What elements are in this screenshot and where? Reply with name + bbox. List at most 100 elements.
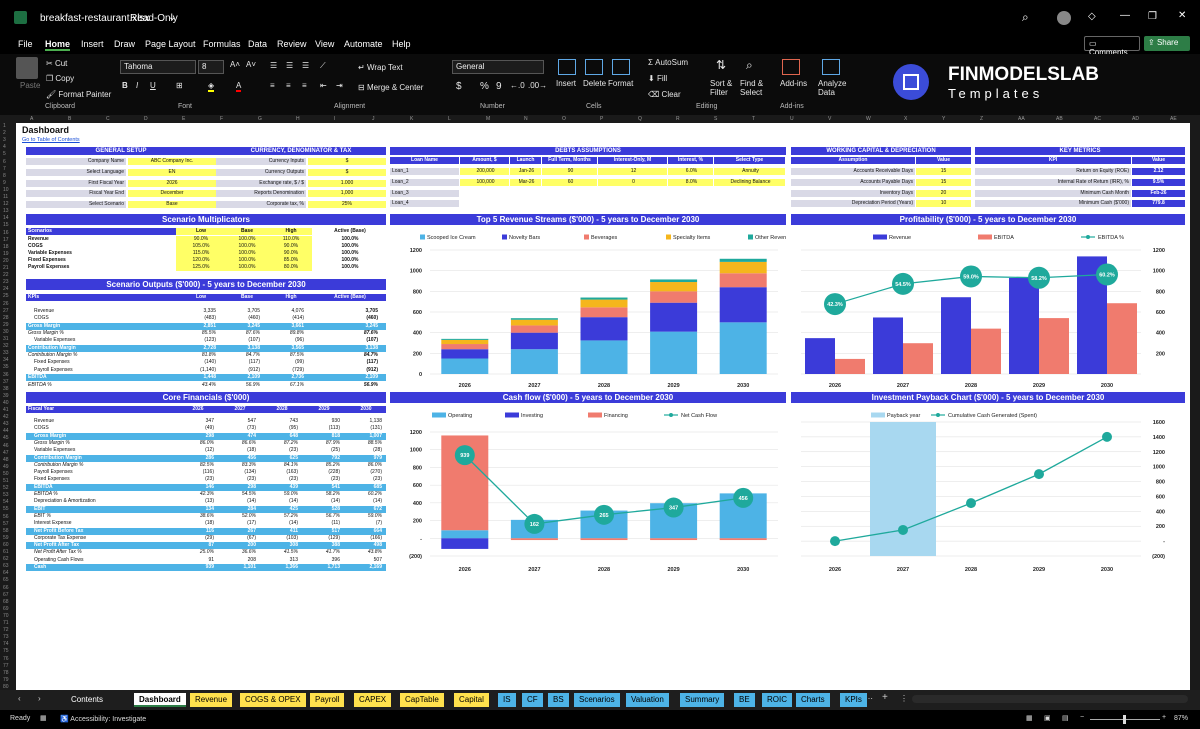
column-header[interactable]: J	[372, 116, 375, 122]
general-setup-value[interactable]: 2026	[128, 179, 216, 187]
border-icon[interactable]: ⊞	[176, 81, 183, 90]
row-header[interactable]: 8	[3, 172, 6, 179]
tab-scroll-right-icon[interactable]: ›	[38, 694, 41, 703]
tab-bs[interactable]: BS	[548, 693, 569, 707]
zoom-slider[interactable]	[1090, 715, 1160, 724]
font-name-select[interactable]: Tahoma	[120, 60, 196, 74]
general-setup-value[interactable]: ABC Company Inc.	[128, 158, 216, 165]
row-header[interactable]: 42	[3, 414, 9, 421]
add-sheet-icon[interactable]: +	[882, 692, 888, 703]
tab-cogs-opex[interactable]: COGS & OPEX	[240, 693, 306, 707]
sort-filter-icon[interactable]: ⇅	[716, 58, 727, 72]
find-select-button[interactable]: Find & Select	[740, 79, 764, 97]
column-header[interactable]: E	[182, 116, 186, 122]
row-header[interactable]: 6	[3, 158, 6, 165]
paste-icon[interactable]	[16, 57, 38, 79]
row-header[interactable]: 68	[3, 598, 9, 605]
row-header[interactable]: 77	[3, 662, 9, 669]
debts-cell[interactable]: Mar-26	[510, 178, 541, 186]
menu-data[interactable]: Data	[248, 39, 268, 49]
cut-button[interactable]: ✂ Cut	[46, 59, 68, 68]
scenario-mult-cell[interactable]: 105.0%	[176, 243, 224, 250]
row-header[interactable]: 30	[3, 328, 9, 335]
column-header[interactable]: A	[30, 116, 34, 122]
row-header[interactable]: 11	[3, 194, 9, 200]
row-header[interactable]: 36	[3, 371, 9, 378]
currency-value[interactable]: 1,000	[308, 190, 386, 198]
column-header[interactable]: Q	[638, 116, 642, 122]
menu-page-layout[interactable]: Page Layout	[145, 39, 196, 49]
share-button[interactable]: ⇪ Share	[1144, 36, 1190, 51]
currency-value[interactable]: 1.000	[308, 179, 386, 187]
scenario-mult-cell[interactable]: 115.0%	[176, 250, 224, 257]
tab-capex[interactable]: CAPEX	[354, 693, 392, 707]
find-select-icon[interactable]: ⌕	[746, 58, 753, 72]
vertical-scrollbar[interactable]	[1190, 123, 1200, 690]
column-header[interactable]: Z	[980, 116, 984, 122]
row-header[interactable]: 12	[3, 201, 9, 208]
tab-charts[interactable]: Charts	[796, 693, 830, 707]
insert-button[interactable]: Insert	[556, 79, 577, 88]
row-header[interactable]: 19	[3, 250, 9, 257]
row-header[interactable]: 69	[3, 605, 9, 612]
addins-button[interactable]: Add-ins	[780, 79, 808, 88]
column-header[interactable]: C	[106, 116, 110, 122]
italic-icon[interactable]: I	[136, 81, 139, 90]
row-header[interactable]: 40	[3, 399, 9, 406]
percent-icon[interactable]: %	[480, 81, 489, 92]
wc-value[interactable]: 15	[916, 168, 971, 175]
column-header[interactable]: G	[258, 116, 262, 122]
horizontal-scrollbar[interactable]	[912, 695, 1188, 703]
row-header[interactable]: 31	[3, 336, 9, 342]
row-header[interactable]: 33	[3, 350, 9, 357]
column-header[interactable]: V	[828, 116, 832, 122]
comments-button[interactable]: ▭ Comments	[1084, 36, 1140, 57]
general-setup-value[interactable]: Base	[128, 201, 216, 209]
row-header[interactable]: 18	[3, 243, 9, 250]
column-header[interactable]: M	[486, 116, 491, 122]
row-header[interactable]: 75	[3, 648, 9, 655]
fill-button[interactable]: ⬇ Fill	[648, 74, 668, 83]
tab-capital[interactable]: Capital	[454, 693, 489, 707]
row-header[interactable]: 51	[3, 478, 9, 484]
debts-cell[interactable]: 8.0%	[668, 178, 713, 186]
row-header[interactable]: 27	[3, 307, 9, 314]
debts-cell[interactable]: Jan-26	[510, 168, 541, 175]
row-header[interactable]: 76	[3, 655, 9, 662]
menu-insert[interactable]: Insert	[81, 39, 104, 49]
tab-kpis[interactable]: KPIs	[840, 693, 867, 707]
sort-filter-button[interactable]: Sort & Filter	[710, 79, 733, 97]
analyze-data-button[interactable]: Analyze Data	[818, 79, 847, 97]
scenario-mult-cell[interactable]: 125.0%	[176, 264, 224, 271]
row-header[interactable]: 10	[3, 186, 9, 193]
tab-contents[interactable]: Contents	[66, 693, 109, 707]
debts-cell[interactable]: 100,000	[460, 178, 509, 186]
row-header[interactable]: 47	[3, 449, 9, 456]
row-header[interactable]: 46	[3, 442, 9, 449]
column-header[interactable]: X	[904, 116, 908, 122]
decrease-decimal-icon[interactable]: .00→	[528, 81, 548, 90]
column-header[interactable]: AE	[1170, 116, 1177, 122]
column-header[interactable]: L	[448, 116, 451, 122]
addins-icon[interactable]	[782, 59, 800, 75]
increase-font-icon[interactable]: A˄	[230, 60, 241, 69]
align-bottom-icon[interactable]: ☰	[302, 61, 310, 70]
restore-icon[interactable]: ❐	[1148, 11, 1157, 22]
row-header[interactable]: 39	[3, 392, 9, 399]
currency-value[interactable]: 25%	[308, 201, 386, 209]
copy-button[interactable]: ❐ Copy	[46, 74, 75, 83]
row-header[interactable]: 25	[3, 293, 9, 300]
scenario-mult-cell[interactable]: 85.0%	[268, 257, 312, 264]
underline-icon[interactable]: U	[150, 81, 156, 90]
wc-value[interactable]: 15	[916, 178, 971, 186]
menu-home[interactable]: Home	[45, 39, 71, 51]
general-setup-value[interactable]: EN	[128, 168, 216, 176]
row-header[interactable]: 67	[3, 591, 9, 598]
minimize-icon[interactable]: —	[1120, 10, 1130, 21]
excel-app-icon[interactable]	[14, 11, 27, 24]
debts-cell[interactable]: 12	[598, 168, 667, 175]
delete-icon[interactable]	[585, 59, 603, 75]
row-header[interactable]: 4	[3, 144, 6, 151]
row-header[interactable]: 44	[3, 428, 9, 435]
align-middle-icon[interactable]: ☰	[286, 61, 294, 70]
